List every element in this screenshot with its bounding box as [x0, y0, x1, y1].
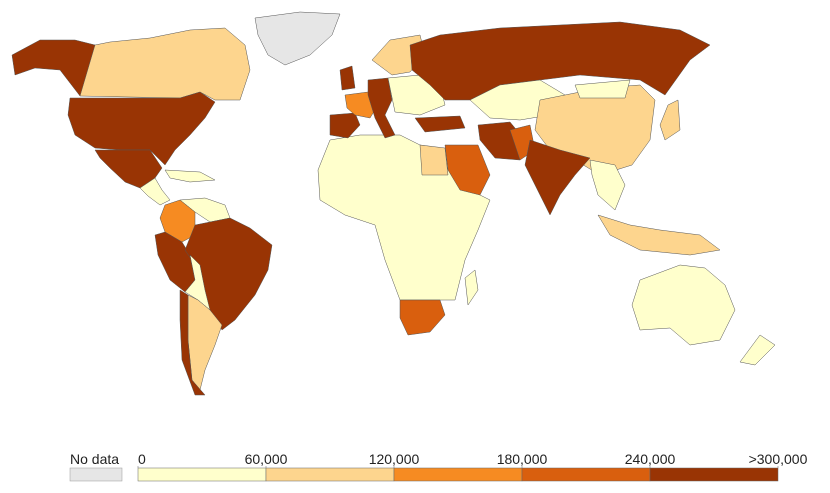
legend-swatch — [137, 467, 267, 482]
madagascar — [464, 269, 479, 306]
africa — [317, 134, 491, 301]
greenland — [254, 11, 341, 66]
legend-tick-label: 180,000 — [497, 451, 548, 467]
legend-tick-label: 0 — [138, 451, 146, 467]
legend-swatch — [393, 467, 523, 482]
alaska — [11, 39, 96, 97]
legend-swatch — [521, 467, 651, 482]
no-data-swatch — [69, 467, 123, 482]
canada — [79, 27, 251, 101]
turkey — [414, 115, 466, 133]
central-america — [139, 177, 171, 206]
indonesia — [597, 214, 721, 256]
no-data-label: No data — [70, 451, 119, 467]
uk — [339, 65, 356, 91]
mongolia — [574, 79, 631, 99]
spain — [329, 112, 361, 139]
chile — [179, 289, 206, 396]
new-zealand — [739, 334, 776, 366]
world-map — [11, 11, 776, 396]
egypt — [419, 144, 449, 176]
russia — [409, 21, 711, 101]
colombia — [159, 199, 196, 243]
legend-tick-label: 120,000 — [369, 451, 420, 467]
legend-tick-label: >300,000 — [749, 451, 808, 467]
australia — [631, 264, 736, 346]
legend-tick-label: 60,000 — [245, 451, 288, 467]
south-africa — [399, 299, 446, 336]
saudi-arabia — [444, 144, 491, 196]
legend-tick-label: 240,000 — [625, 451, 676, 467]
japan — [659, 99, 681, 141]
caribbean — [164, 169, 216, 183]
legend: No data 0 60,000 120,000 180,000 240,000 >300… — [69, 451, 808, 482]
southeast-asia — [589, 159, 626, 211]
usa — [67, 91, 216, 166]
legend-swatch — [265, 467, 395, 482]
legend-swatch — [649, 467, 779, 482]
india — [524, 139, 591, 216]
